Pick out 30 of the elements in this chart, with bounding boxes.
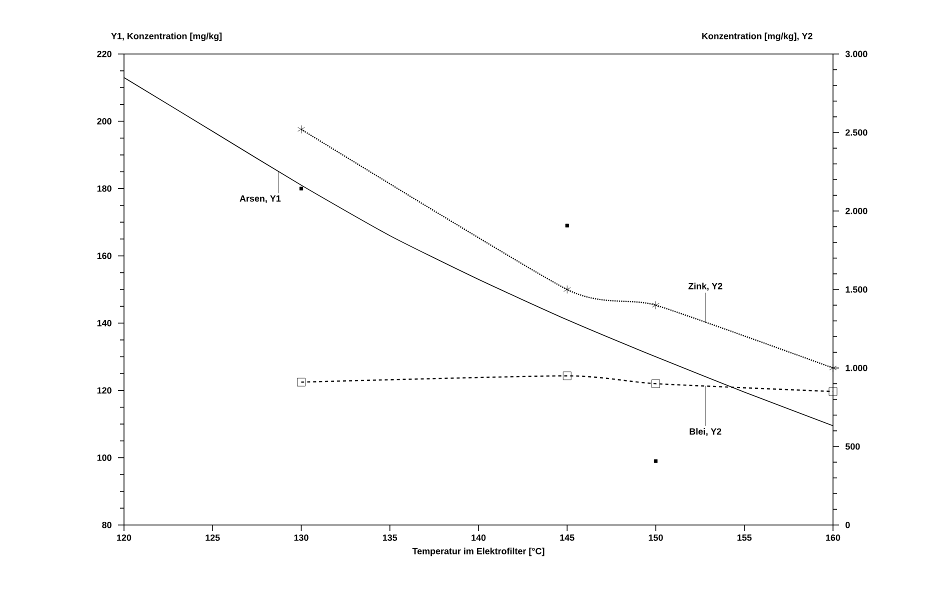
text: Arsen, Y1 <box>240 195 281 203</box>
x-tick-label: 140 <box>472 534 486 541</box>
x-tick-label: 135 <box>382 534 398 541</box>
text: Zink, Y2 <box>688 282 722 291</box>
y-tick-label: 120 <box>97 387 112 394</box>
x-tick-label: 145 <box>560 534 574 541</box>
x-tick-label: 155 <box>737 534 752 541</box>
x-tick-label: 150 <box>648 534 663 541</box>
y2-tick-label: 3.000 <box>845 50 868 58</box>
y2-tick-label: 500 <box>845 443 860 450</box>
x-tick-label: 160 <box>826 534 840 541</box>
y2-tick-label: 2.000 <box>846 208 868 214</box>
y-tick-label: 200 <box>97 118 112 124</box>
x-tick-label: 120 <box>117 534 132 541</box>
y-tick-label: 160 <box>97 252 112 260</box>
y2-axis-title: Konzentration [mg/kg], Y2 <box>702 32 812 42</box>
y2-tick-label: 0 <box>846 522 850 528</box>
y-tick-label: 80 <box>102 522 112 528</box>
y-tick-label: 140 <box>97 320 112 326</box>
x-axis-title: Temperatur im Elektrofilter [°C] <box>412 548 544 556</box>
y-tick-label: 180 <box>97 185 112 192</box>
x-tick-label: 130 <box>294 534 308 541</box>
y-tick-label: 100 <box>97 454 112 461</box>
y2-tick-label: 2.500 <box>846 129 868 136</box>
y2-tick-label: 1.500 <box>846 286 868 293</box>
x-tick-label: 125 <box>206 534 220 541</box>
y-tick-label: 220 <box>97 50 112 58</box>
text: Blei, Y2 <box>690 428 722 436</box>
y-axis-title: Y1, Konzentration [mg/kg] <box>111 32 222 42</box>
y2-tick-label: 1.000 <box>846 364 868 372</box>
